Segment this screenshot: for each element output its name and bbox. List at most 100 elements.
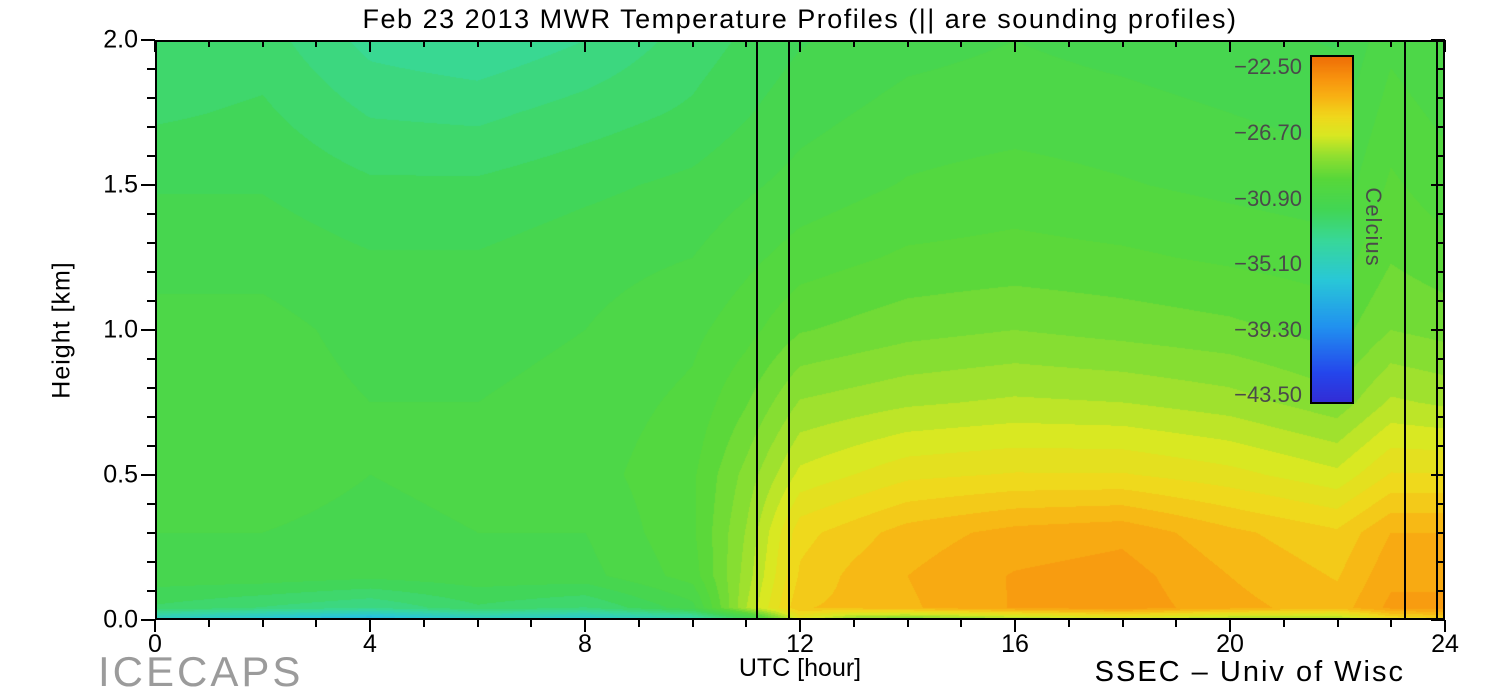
x-axis-title: UTC [hour] xyxy=(738,654,862,682)
sounding-profile-line xyxy=(1403,40,1406,620)
x-major-tick xyxy=(1444,620,1446,632)
x-minor-tick xyxy=(530,620,533,627)
sounding-profile-line xyxy=(756,40,758,620)
y-tick-label: 1.5 xyxy=(103,170,138,199)
x-minor-tick-top xyxy=(530,40,533,47)
x-tick-label: 8 xyxy=(578,630,592,658)
y-minor-tick xyxy=(147,503,155,505)
y-minor-tick xyxy=(147,532,155,534)
x-major-tick-top xyxy=(1014,40,1016,52)
x-minor-tick-top xyxy=(745,40,748,47)
x-tick-label: 20 xyxy=(1216,630,1244,658)
x-major-tick xyxy=(369,620,371,632)
y-minor-tick-right xyxy=(1437,416,1445,418)
y-major-tick xyxy=(141,329,155,331)
x-major-tick xyxy=(154,620,156,632)
y-major-tick-right xyxy=(1431,474,1445,476)
y-major-tick xyxy=(141,474,155,476)
x-minor-tick-top xyxy=(476,40,479,47)
x-minor-tick xyxy=(315,620,318,627)
x-tick-label: 12 xyxy=(786,630,814,658)
x-minor-tick-top xyxy=(691,40,694,47)
x-minor-tick xyxy=(207,620,210,627)
credit-ssec: SSEC – Univ of Wisc xyxy=(1094,656,1405,688)
x-minor-tick-top xyxy=(1067,40,1070,47)
sounding-profile-line xyxy=(788,40,791,620)
colorbar-title: Celcius xyxy=(1361,187,1386,267)
x-minor-tick-top xyxy=(637,40,640,47)
y-major-tick-right xyxy=(1431,329,1445,331)
colorbar-tick-label: −35.10 xyxy=(1234,251,1302,277)
x-minor-tick xyxy=(476,620,479,627)
x-minor-tick xyxy=(1282,620,1285,627)
y-minor-tick xyxy=(147,590,155,592)
x-tick-label: 4 xyxy=(363,630,377,658)
y-tick-label: 0.0 xyxy=(103,605,138,634)
x-major-tick-top xyxy=(1229,40,1231,52)
x-major-tick-top xyxy=(1444,40,1446,52)
x-minor-tick-top xyxy=(960,40,963,47)
y-minor-tick xyxy=(147,242,155,244)
y-minor-tick-right xyxy=(1437,387,1445,389)
x-minor-tick-top xyxy=(852,40,855,47)
x-major-tick xyxy=(1229,620,1231,632)
x-major-tick xyxy=(584,620,586,632)
x-minor-tick xyxy=(422,620,425,627)
y-minor-tick-right xyxy=(1437,561,1445,563)
y-minor-tick-right xyxy=(1437,358,1445,360)
y-minor-tick xyxy=(147,561,155,563)
y-minor-tick-right xyxy=(1437,503,1445,505)
x-minor-tick xyxy=(960,620,963,627)
colorbar-tick-label: −26.70 xyxy=(1234,120,1302,146)
x-minor-tick xyxy=(852,620,855,627)
y-tick-label: 0.5 xyxy=(103,460,138,489)
y-minor-tick xyxy=(147,445,155,447)
x-tick-label: 0 xyxy=(148,630,162,658)
y-tick-label: 1.0 xyxy=(103,315,138,344)
x-minor-tick-top xyxy=(1121,40,1124,47)
x-major-tick-top xyxy=(154,40,156,52)
y-major-tick-right xyxy=(1431,39,1445,41)
x-minor-tick xyxy=(1175,620,1178,627)
chart-title: Feb 23 2013 MWR Temperature Profiles (||… xyxy=(362,4,1238,34)
colorbar-tick-label: −43.50 xyxy=(1234,382,1302,408)
colorbar-gradient xyxy=(1310,55,1354,404)
x-major-tick xyxy=(799,620,801,632)
y-minor-tick xyxy=(147,155,155,157)
x-minor-tick-top xyxy=(422,40,425,47)
y-major-tick xyxy=(141,184,155,186)
y-minor-tick xyxy=(147,271,155,273)
y-minor-tick xyxy=(147,97,155,99)
x-minor-tick xyxy=(1067,620,1070,627)
y-minor-tick-right xyxy=(1437,532,1445,534)
x-minor-tick xyxy=(1336,620,1339,627)
x-minor-tick-top xyxy=(1336,40,1339,47)
y-minor-tick-right xyxy=(1437,97,1445,99)
y-minor-tick-right xyxy=(1437,590,1445,592)
x-major-tick-top xyxy=(369,40,371,52)
x-minor-tick xyxy=(906,620,909,627)
y-major-tick xyxy=(141,39,155,41)
x-major-tick-top xyxy=(584,40,586,52)
colorbar-tick-label: −39.30 xyxy=(1234,316,1302,342)
y-minor-tick xyxy=(147,387,155,389)
y-minor-tick-right xyxy=(1437,271,1445,273)
x-minor-tick xyxy=(691,620,694,627)
y-minor-tick xyxy=(147,68,155,70)
y-minor-tick-right xyxy=(1437,213,1445,215)
x-minor-tick xyxy=(261,620,264,627)
x-major-tick-top xyxy=(799,40,801,52)
y-minor-tick xyxy=(147,126,155,128)
y-minor-tick-right xyxy=(1437,68,1445,70)
y-major-tick-right xyxy=(1431,619,1445,621)
y-minor-tick-right xyxy=(1437,126,1445,128)
y-minor-tick xyxy=(147,213,155,215)
y-minor-tick-right xyxy=(1437,155,1445,157)
x-major-tick xyxy=(1014,620,1016,632)
y-minor-tick xyxy=(147,358,155,360)
x-tick-label: 16 xyxy=(1001,630,1029,658)
colorbar-tick-label: −22.50 xyxy=(1234,54,1302,80)
x-minor-tick xyxy=(637,620,640,627)
y-major-tick xyxy=(141,619,155,621)
